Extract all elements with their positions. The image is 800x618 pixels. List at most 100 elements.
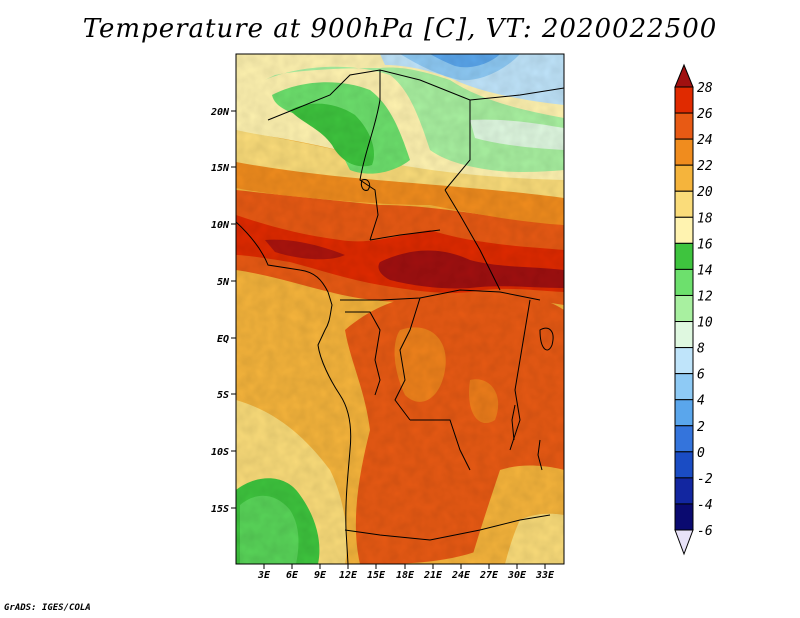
colorbar-box xyxy=(674,425,694,453)
lat-label-20N: 20N xyxy=(210,107,230,118)
lon-tick-24E: 24E xyxy=(451,564,471,581)
lon-label-30E: 30E xyxy=(507,570,527,581)
lat-tick-20N: 20N xyxy=(210,107,236,118)
colorbar-box xyxy=(674,86,694,114)
lon-label-12E: 12E xyxy=(339,570,358,581)
lat-label-5S: 5S xyxy=(217,390,229,401)
lake-malawi xyxy=(537,439,543,471)
colorbar-box xyxy=(674,242,694,270)
lat-label-15S: 15S xyxy=(211,504,229,515)
lon-tick-9E: 9E xyxy=(314,564,327,581)
border-car-south xyxy=(340,289,541,301)
lat-tick-5S: 5S xyxy=(217,390,236,401)
lon-label-6E: 6E xyxy=(286,570,299,581)
colorbar-label: 14 xyxy=(697,263,713,278)
colorbar-label: 0 xyxy=(697,446,705,461)
map-title: Temperature at 900hPa [C], VT: 202002250… xyxy=(82,14,718,44)
lat-label-10S: 10S xyxy=(211,447,229,458)
lake-victoria xyxy=(539,327,554,351)
border-drc-east xyxy=(509,299,531,451)
colorbar-box xyxy=(674,294,694,323)
field-texture xyxy=(236,54,564,564)
colorbar-label: 8 xyxy=(697,342,705,357)
lon-label-24E: 24E xyxy=(451,570,471,581)
lon-label-21E: 21E xyxy=(423,570,443,581)
lat-axis: 20N 15N 10N 5N EQ 5S 10S 15S xyxy=(210,107,236,515)
colorbar-label: 24 xyxy=(697,133,713,148)
colorbar-box xyxy=(674,399,694,427)
colorbar-box xyxy=(674,268,694,296)
lon-label-33E: 33E xyxy=(535,570,555,581)
colorbar-box xyxy=(674,451,694,479)
lon-tick-15E: 15E xyxy=(367,564,386,581)
lon-tick-30E: 30E xyxy=(507,564,527,581)
colorbar-label: 10 xyxy=(697,316,713,331)
colorbar-label: 26 xyxy=(697,107,713,122)
border-car-north xyxy=(369,229,441,241)
map-borders xyxy=(236,69,564,564)
lon-label-3E: 3E xyxy=(257,570,271,581)
lon-tick-12E: 12E xyxy=(339,564,358,581)
colorbar-box xyxy=(674,321,694,349)
colorbar-box xyxy=(674,503,694,531)
colorbar-label: 4 xyxy=(697,394,705,409)
lat-tick-15S: 15S xyxy=(211,504,236,515)
lat-tick-5N: 5N xyxy=(217,277,236,288)
colorbar-label: 28 xyxy=(697,81,713,96)
lon-tick-33E: 33E xyxy=(535,564,555,581)
colorbar-box xyxy=(674,477,694,505)
colorbar-label: 22 xyxy=(697,159,713,174)
lon-tick-27E: 27E xyxy=(479,564,499,581)
lon-tick-6E: 6E xyxy=(286,564,299,581)
colorbar-top-arrow xyxy=(674,63,694,88)
border-angola-drc xyxy=(410,419,471,471)
colorbar-label: 12 xyxy=(697,289,713,304)
border-drc-west xyxy=(394,297,421,421)
colorbar-label: 6 xyxy=(697,368,705,383)
colorbar-label: 20 xyxy=(697,185,713,200)
coastline-west xyxy=(236,221,352,564)
colorbar-bottom-arrow xyxy=(674,529,694,556)
map-frame xyxy=(235,53,565,565)
lat-tick-10S: 10S xyxy=(211,447,236,458)
border-sudan xyxy=(444,189,501,291)
lakes xyxy=(360,179,554,471)
colorbar-label: -4 xyxy=(697,498,713,513)
lat-tick-10N: 10N xyxy=(211,220,236,231)
colorbar-label: 18 xyxy=(697,211,713,226)
lat-label-15N: 15N xyxy=(211,163,230,174)
colorbar-label: 16 xyxy=(697,237,713,252)
border-south xyxy=(344,514,551,541)
colorbar-label: -2 xyxy=(697,472,713,487)
colorbar-box xyxy=(674,164,694,192)
lat-tick-15N: 15N xyxy=(211,163,236,174)
lat-label-5N: 5N xyxy=(217,277,230,288)
lon-tick-3E: 3E xyxy=(257,564,271,581)
lat-tick-EQ: EQ xyxy=(217,334,236,345)
border-north xyxy=(267,69,471,191)
temperature-field xyxy=(236,54,564,564)
colorbar-box xyxy=(674,373,694,401)
lake-tanganyika xyxy=(511,404,516,441)
colorbar-label: 2 xyxy=(697,420,705,435)
border-chad xyxy=(359,70,381,241)
lon-label-27E: 27E xyxy=(479,570,499,581)
lon-tick-18E: 18E xyxy=(396,564,415,581)
lon-label-9E: 9E xyxy=(314,570,327,581)
colorbar-box xyxy=(674,138,694,166)
lake-chad xyxy=(360,179,371,191)
colorbar-box xyxy=(674,347,694,375)
border-gabon-congo xyxy=(345,311,381,396)
colorbar-box xyxy=(674,216,694,244)
lon-label-18E: 18E xyxy=(396,570,415,581)
lon-axis: 3E 6E 9E 12E 15E 18E 21E 24E 27E 30E 33E xyxy=(257,564,555,581)
grads-credit: GrADS: IGES/COLA xyxy=(4,603,91,613)
colorbar-box xyxy=(674,190,694,218)
lat-label-EQ: EQ xyxy=(217,334,229,345)
colorbar-box xyxy=(674,112,694,140)
lat-label-10N: 10N xyxy=(211,220,230,231)
lon-tick-21E: 21E xyxy=(423,564,443,581)
border-libya xyxy=(469,87,564,101)
